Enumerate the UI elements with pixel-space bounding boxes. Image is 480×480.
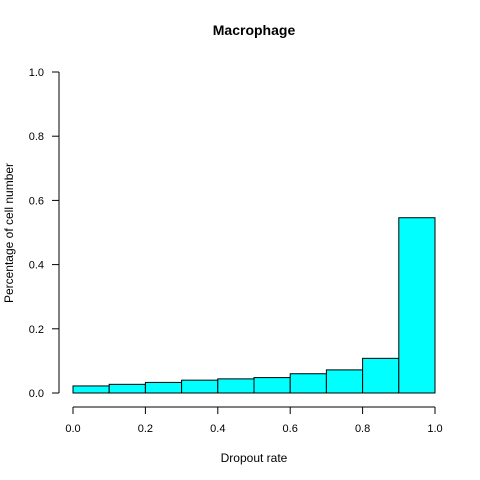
- histogram-bar-9: [398, 217, 436, 394]
- histogram-bar-8: [362, 357, 400, 394]
- histogram-bar-7: [325, 369, 364, 394]
- histogram-bar-2: [144, 381, 183, 394]
- x-tick-label-2: 0.4: [210, 423, 225, 435]
- x-tick-label-4: 0.8: [355, 423, 370, 435]
- histogram-bar-4: [217, 378, 255, 394]
- histogram-bar-0: [72, 385, 110, 394]
- y-tick-label-1: 0.2: [29, 324, 44, 336]
- x-tick-label-3: 0.6: [283, 423, 298, 435]
- y-axis: 0.0 0.2 0.4 0.6 0.8 1.0: [29, 67, 60, 400]
- x-axis: 0.0 0.2 0.4 0.6 0.8 1.0: [65, 406, 443, 435]
- y-tick-label-3: 0.6: [29, 195, 44, 207]
- x-tick-label-5: 1.0: [427, 423, 442, 435]
- histogram-bar-3: [181, 379, 219, 394]
- x-tick-label-0: 0.0: [65, 423, 80, 435]
- x-axis-label: Dropout rate: [221, 451, 288, 465]
- chart-title: Macrophage: [213, 22, 296, 38]
- y-tick-label-4: 0.8: [29, 131, 44, 143]
- x-tick-label-1: 0.2: [138, 423, 153, 435]
- y-tick-label-5: 1.0: [29, 67, 44, 79]
- histogram-bar-5: [253, 377, 291, 394]
- histogram-bar-1: [108, 383, 146, 394]
- y-tick-label-0: 0.0: [29, 388, 44, 400]
- y-axis-label: Percentage of cell number: [2, 163, 16, 303]
- histogram-bar-6: [289, 373, 327, 394]
- y-tick-label-2: 0.4: [29, 260, 44, 272]
- bars-group: [72, 217, 436, 394]
